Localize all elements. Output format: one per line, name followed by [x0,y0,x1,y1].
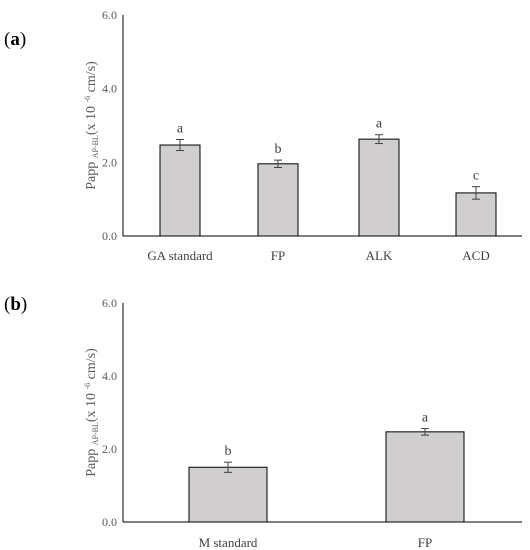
chart-panel-a: (a) 0.0 2.0 4.0 6.0 Papp AP-BL(x 10 -6 cm/s) a… [4,8,522,263]
significance-label: b [225,444,232,459]
bar [257,163,299,237]
error-bar [472,186,480,200]
error-bar [176,138,184,152]
bar [159,144,201,237]
error-bar [224,461,232,473]
category-label: ALK [366,248,393,263]
panel-label: (b) [4,294,27,315]
category-label: FP [271,248,285,263]
y-tick-label: 0.0 [102,515,117,529]
error-bar [375,134,383,145]
y-tick-label: 0.0 [102,229,117,243]
y-tick-label: 2.0 [102,155,117,169]
panel-label: (a) [4,29,26,50]
category-label: FP [418,535,432,550]
significance-label: a [376,117,383,132]
chart-panel-b: (b) 0.0 2.0 4.0 6.0 Papp AP-BL(x 10 -6 cm/s) b… [4,294,522,550]
significance-label: a [177,121,184,136]
y-tick-label: 4.0 [102,82,117,96]
y-axis-title: Papp AP-BL(x 10 -6 cm/s) [83,348,100,477]
significance-label: a [422,411,429,426]
bar [385,431,465,523]
significance-label: c [473,169,479,184]
y-tick-label: 4.0 [102,369,117,383]
y-tick-label: 6.0 [102,8,117,22]
y-axis-title: Papp AP-BL(x 10 -6 cm/s) [83,61,100,190]
category-label: ACD [462,248,489,263]
error-bar [274,159,282,168]
error-bar [421,428,429,436]
category-label: GA standard [147,248,213,263]
bar [188,466,268,523]
significance-label: b [275,142,282,157]
y-tick-label: 6.0 [102,296,117,310]
y-tick-label: 2.0 [102,442,117,456]
bar [358,138,400,237]
category-label: M standard [199,535,258,550]
